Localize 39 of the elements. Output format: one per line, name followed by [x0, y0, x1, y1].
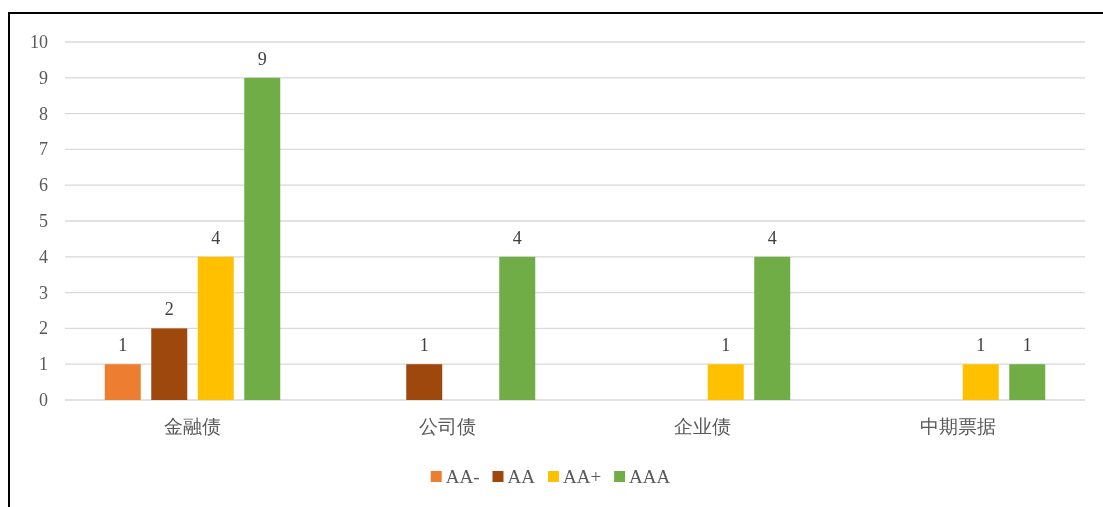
bar — [1009, 364, 1046, 400]
y-tick-label: 1 — [39, 354, 48, 375]
bar — [406, 364, 443, 400]
y-tick-label: 3 — [39, 282, 48, 303]
x-tick-label: 公司债 — [419, 416, 476, 437]
data-label: 4 — [211, 227, 221, 248]
data-label: 9 — [257, 48, 267, 69]
bar — [151, 328, 188, 400]
x-tick-label: 金融债 — [164, 416, 221, 437]
data-label: 1 — [1022, 335, 1032, 356]
data-label: 1 — [976, 335, 986, 356]
legend-label: AA- — [445, 466, 480, 487]
y-tick-label: 2 — [39, 318, 48, 339]
data-label: 1 — [118, 335, 128, 356]
bar — [104, 364, 141, 400]
x-tick-label: 中期票据 — [919, 416, 996, 437]
y-tick-label: 7 — [39, 139, 48, 160]
bar — [197, 256, 234, 400]
y-tick-label: 10 — [30, 32, 48, 52]
data-label: 4 — [512, 227, 522, 248]
data-label: 2 — [164, 299, 174, 320]
bar — [707, 364, 744, 400]
bar — [754, 256, 791, 400]
y-tick-label: 4 — [39, 246, 48, 267]
bar — [499, 256, 536, 400]
y-tick-label: 5 — [39, 211, 48, 231]
data-label: 1 — [721, 335, 731, 356]
data-label: 4 — [767, 227, 777, 248]
data-label: 1 — [419, 335, 429, 356]
y-tick-label: 9 — [39, 67, 48, 88]
y-tick-label: 8 — [39, 103, 48, 124]
legend-label: AA — [507, 466, 536, 487]
y-tick-label: 6 — [39, 175, 48, 196]
legend-label: AAA — [629, 466, 671, 487]
x-tick-label: 企业债 — [674, 416, 731, 437]
legend-label: AA+ — [562, 466, 602, 487]
bar — [244, 77, 281, 400]
y-tick-label: 0 — [39, 390, 48, 410]
bar — [962, 364, 999, 400]
